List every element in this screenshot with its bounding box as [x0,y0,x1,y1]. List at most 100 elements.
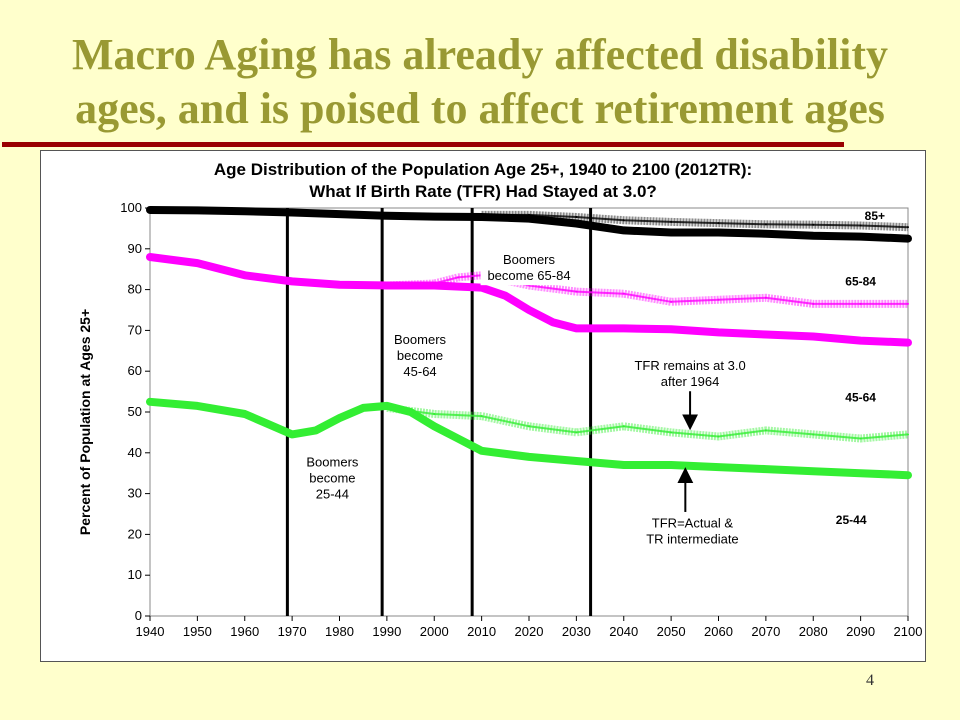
y-tick-label: 10 [128,567,142,582]
annotation-text: become [397,348,443,363]
y-tick-label: 80 [128,282,142,297]
data-point [812,223,815,226]
data-point [149,400,151,403]
data-point [859,235,862,238]
x-tick-label: 1950 [183,624,212,639]
y-tick-label: 30 [128,486,142,501]
data-point [196,404,199,407]
annotation-bg [390,328,450,381]
annotation-text: TFR remains at 3.0 [634,358,745,373]
data-point [812,470,815,473]
data-point [717,331,720,334]
data-point [907,474,909,477]
x-tick-label: 2050 [657,624,686,639]
data-point [764,333,767,336]
data-point [243,413,246,416]
data-point [149,209,151,212]
annotations: Boomersbecome25-44Boomersbecome45-64Boom… [302,209,885,549]
annotation-text: 25-44 [316,486,349,501]
annotation-text: become [309,470,355,485]
annotation-bg [632,512,752,549]
y-tick-label: 40 [128,445,142,460]
annotation-bg [480,249,578,286]
slide-title-line1: Macro Aging has already affected disabil… [71,30,889,79]
series-s85_actual [146,206,912,243]
series-line-core [481,213,909,229]
data-point [859,302,862,305]
data-point [622,425,625,428]
data-point [528,425,530,428]
data-point [433,413,436,416]
chart-title: Age Distribution of the Population Age 2… [41,159,925,203]
slide-title-line2: ages, and is poised to affect retirement… [75,84,885,133]
annotation-text: TFR=Actual & [652,515,734,530]
data-point [291,433,294,436]
data-point [149,255,151,258]
data-point [717,466,720,469]
annotation-text: Boomers [306,454,359,469]
data-point [812,433,815,436]
data-point [622,229,625,232]
data-point [717,298,720,301]
data-point [243,274,246,277]
data-point [528,455,530,458]
data-point [456,276,459,279]
data-point [291,280,294,283]
y-tick-label: 50 [128,404,142,419]
data-point [456,437,459,440]
annotation-text: Boomers [503,252,556,267]
data-point [907,433,909,436]
x-tick-label: 2090 [846,624,875,639]
data-point [717,222,720,225]
data-point [433,425,436,428]
data-point [385,214,388,217]
data-point [859,437,862,440]
data-point [385,406,388,409]
annotation-text: Boomers [394,332,447,347]
data-point [480,215,483,218]
chart-title-line1: Age Distribution of the Population Age 2… [213,160,753,179]
annotation-text: TR intermediate [646,531,738,546]
data-point [907,341,909,344]
data-point [670,328,673,331]
data-point [812,302,815,305]
data-point [575,290,578,293]
series-s25_actual [146,397,912,480]
x-tick-label: 1970 [278,624,307,639]
x-tick-label: 2000 [420,624,449,639]
series-label: 85+ [865,209,885,223]
annotation-text: become 65-84 [487,268,570,283]
data-point [433,215,436,218]
x-tick-label: 2020 [515,624,544,639]
data-point [291,211,294,214]
data-point [670,464,673,467]
data-point [267,423,270,426]
title-underline [2,142,844,147]
data-point [528,217,530,220]
data-point [480,286,483,289]
x-tick-label: 2100 [894,624,923,639]
data-point [480,213,483,216]
series-label: 25-44 [836,513,867,527]
data-point [812,234,815,237]
data-point [385,284,388,287]
annotation-bg [302,451,363,504]
data-point [670,431,673,434]
data-series [146,206,912,480]
x-tick-label: 1960 [230,624,259,639]
data-point [528,213,530,216]
y-tick-label: 0 [135,608,142,623]
data-point [622,292,625,295]
data-point [314,429,317,432]
y-tick-label: 20 [128,526,142,541]
data-point [338,213,341,216]
data-point [907,302,909,305]
data-point [812,335,815,338]
data-point [859,339,862,342]
y-tick-label: 60 [128,363,142,378]
chart-container: Age Distribution of the Population Age 2… [40,150,926,662]
data-point [575,222,578,225]
annotation-bg [619,355,761,392]
data-point [575,215,578,218]
data-point [764,296,767,299]
